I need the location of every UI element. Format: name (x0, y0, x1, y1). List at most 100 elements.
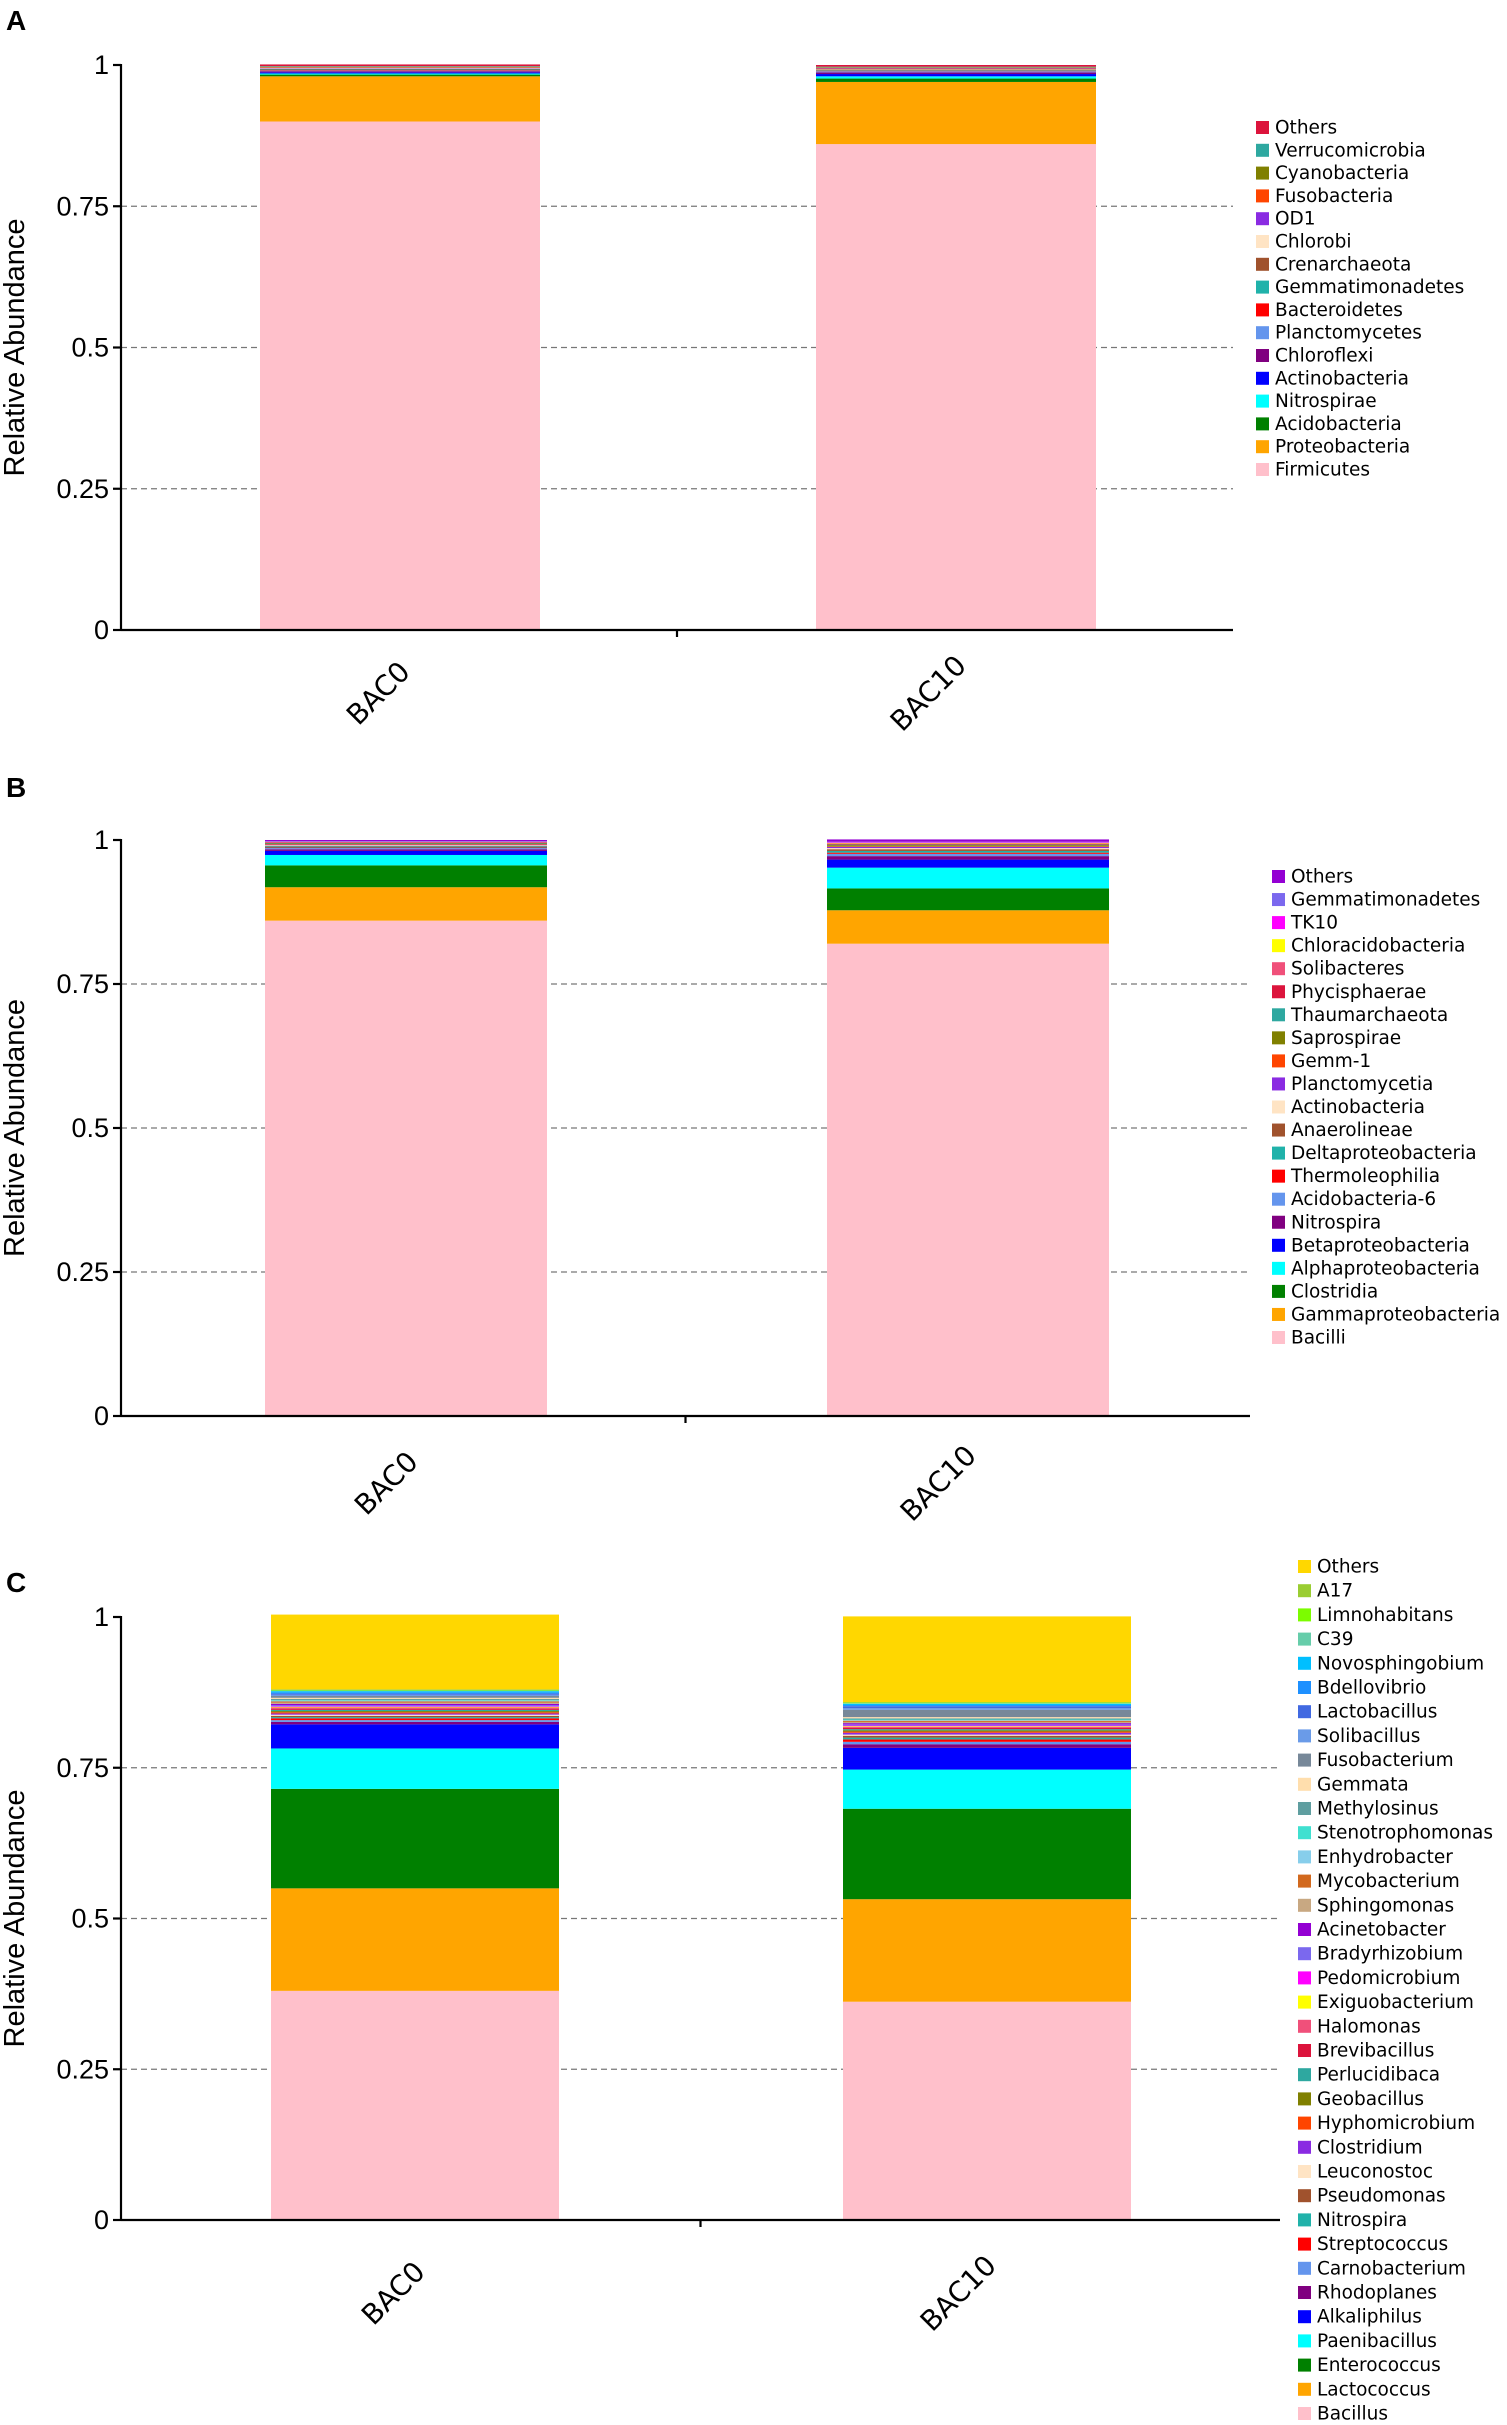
bar-segment-Bdellovibrio (271, 1692, 559, 1694)
legend-label: Firmicutes (1275, 460, 1370, 481)
legend-item: Verrucomicrobia (1256, 140, 1426, 161)
legend-swatch (1298, 2213, 1311, 2227)
legend-swatch (1298, 2261, 1311, 2275)
bar-segment-Carnobacterium (843, 1741, 1131, 1745)
legend-swatch (1298, 1777, 1311, 1791)
legend-label: Streptococcus (1317, 2234, 1448, 2255)
bar-segment-Verrucomicrobia (260, 66, 540, 67)
bar-segment-Nitrospira (271, 1717, 559, 1719)
bar-segment-Acinetobacter (843, 1723, 1131, 1725)
legend-label: Nitrospira (1317, 2210, 1407, 2231)
legend-item: Exiguobacterium (1298, 1992, 1474, 2013)
bar-BAC10 (827, 839, 1109, 1416)
legend-swatch (1272, 962, 1285, 976)
legend-item: Halomonas (1298, 2016, 1421, 2037)
x-tick-label: BAC0 (340, 655, 417, 732)
legend-swatch (1298, 2407, 1311, 2420)
legend-label: Others (1317, 1557, 1379, 1578)
legend-swatch (1272, 985, 1285, 999)
bar-segment-Saprospirae (827, 845, 1109, 847)
legend-swatch (1272, 1261, 1285, 1275)
legend-label: Alphaproteobacteria (1291, 1258, 1480, 1279)
legend-label: Bacillus (1317, 2404, 1388, 2425)
legend-label: Actinobacteria (1275, 368, 1409, 389)
bar-segment-Betaproteobacteria (265, 850, 547, 855)
y-axis-label: Relative Abundance (0, 219, 31, 477)
legend-label: Acinetobacter (1317, 1920, 1446, 1941)
legend-label: Alkaliphilus (1317, 2307, 1422, 2328)
legend-swatch (1298, 2019, 1311, 2033)
legend-swatch (1256, 280, 1269, 294)
bar-segment-Clostridium (271, 1713, 559, 1715)
legend-item: Enhydrobacter (1298, 1847, 1453, 1868)
legend-swatch (1298, 1850, 1311, 1864)
legend-swatch (1298, 2165, 1311, 2178)
legend-label: Methylosinus (1317, 1799, 1439, 1820)
legend-swatch (1298, 1802, 1311, 1815)
bar-segment-Pedomicrobium (843, 1725, 1131, 1727)
legend-label: Gemm-1 (1291, 1051, 1371, 1072)
legend-label: Acidobacteria-6 (1291, 1189, 1436, 1210)
legend-item: Anaerolineae (1272, 1120, 1413, 1141)
legend-label: Pedomicrobium (1317, 1968, 1460, 1989)
y-tick-label: 0.75 (56, 969, 109, 999)
legend-label: Enhydrobacter (1317, 1847, 1453, 1868)
x-tick-label: BAC10 (894, 1439, 983, 1528)
legend-item: Actinobacteria (1272, 1097, 1425, 1118)
bar-segment-Gemm-1 (265, 844, 547, 845)
legend-swatch (1298, 1608, 1311, 1622)
bar-segment-Verrucomicrobia (816, 66, 1096, 68)
legend-swatch (1272, 916, 1285, 930)
legend-swatch (1256, 371, 1269, 385)
legend-item: Firmicutes (1256, 460, 1370, 481)
bar-segment-Limnohabitans (843, 1702, 1131, 1704)
legend-item: Clostridium (1298, 2137, 1423, 2158)
legend-item: Cyanobacteria (1256, 163, 1409, 184)
bar-segment-Halomonas (843, 1726, 1131, 1728)
bar-segment-Solibacteres (265, 841, 547, 843)
legend-item: Bacilli (1272, 1328, 1346, 1349)
legend-label: Carnobacterium (1317, 2258, 1466, 2279)
bar-segment-Acidobacteria-6 (827, 853, 1109, 857)
bar-segment-Carnobacterium (271, 1720, 559, 1722)
legend-item: Bacteroidetes (1256, 300, 1403, 321)
legend-label: Novosphingobium (1317, 1653, 1484, 1674)
legend-item: Solibacillus (1298, 1726, 1420, 1747)
bar-segment-Crenarchaeota (816, 69, 1096, 71)
bar-segment-Planctomycetia (265, 844, 547, 846)
bar-segment-TK10 (827, 842, 1109, 843)
legend-label: Exiguobacterium (1317, 1992, 1474, 2013)
y-tick-label: 0.5 (71, 333, 109, 363)
legend-swatch (1256, 166, 1269, 180)
legend-label: Clostridium (1317, 2137, 1423, 2158)
bar-segment-Chlorobi (260, 68, 540, 69)
legend-label: Verrucomicrobia (1275, 140, 1426, 161)
legend-item: Streptococcus (1298, 2234, 1448, 2255)
legend-label: Bdellovibrio (1317, 1678, 1426, 1699)
legend-swatch (1298, 1681, 1311, 1694)
legend-swatch (1298, 1753, 1311, 1767)
bar-BAC0 (260, 64, 540, 630)
bar-segment-Bacilli (265, 920, 547, 1416)
legend-item: Gemmata (1298, 1774, 1409, 1795)
bar-segment-Others (816, 65, 1096, 67)
bar-segment-Cyanobacteria (816, 67, 1096, 68)
legend-label: Proteobacteria (1275, 437, 1410, 458)
bar-segment-Others (265, 840, 547, 842)
legend-label: Anaerolineae (1291, 1120, 1413, 1141)
legend-item: Hyphomicrobium (1298, 2113, 1475, 2134)
bar-segment-Anaerolineae (827, 849, 1109, 851)
legend-swatch (1272, 1192, 1285, 1206)
legend-swatch (1272, 870, 1285, 883)
bar-segment-Clostridia (827, 888, 1109, 911)
y-tick-label: 0.75 (56, 191, 109, 221)
legend-label: Lactobacillus (1317, 1702, 1437, 1723)
legend-item: Proteobacteria (1256, 437, 1410, 458)
legend-item: Fusobacterium (1298, 1750, 1454, 1771)
bar-segment-Firmicutes (816, 144, 1096, 630)
legend-label: Cyanobacteria (1275, 163, 1409, 184)
legend-item: Bradyrhizobium (1298, 1944, 1463, 1965)
bar-segment-Crenarchaeota (260, 68, 540, 70)
legend-label: Thaumarchaeota (1290, 1005, 1448, 1026)
bar-segment-Thermoleophilia (265, 847, 547, 849)
